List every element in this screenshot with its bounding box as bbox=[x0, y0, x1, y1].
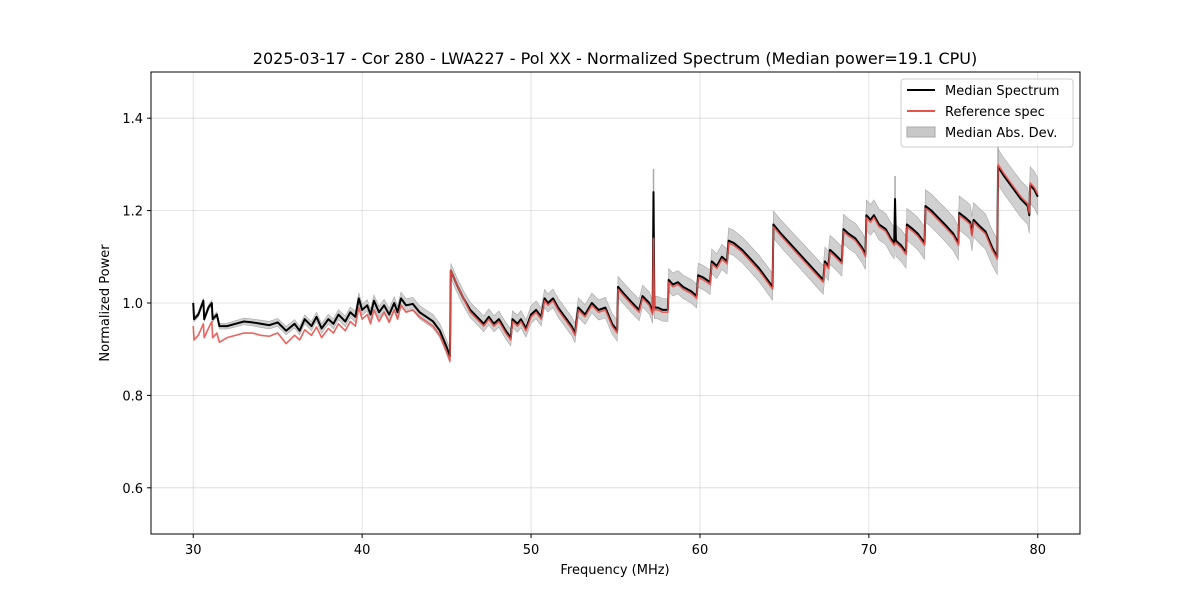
mad-band bbox=[192, 147, 1039, 364]
legend-box bbox=[900, 78, 1074, 148]
x-tick-label: 40 bbox=[354, 543, 371, 558]
legend: Median Spectrum Reference spec Median Ab… bbox=[900, 78, 1074, 148]
y-tick-label: 1.2 bbox=[122, 205, 143, 220]
y-tick-label: 1.4 bbox=[122, 112, 143, 127]
y-tick-label: 0.6 bbox=[122, 482, 143, 497]
y-tick-label: 1.0 bbox=[122, 297, 143, 312]
chart-title: 2025-03-17 - Cor 280 - LWA227 - Pol XX -… bbox=[253, 49, 977, 68]
x-tick-label: 60 bbox=[692, 543, 709, 558]
legend-reference-label: Reference spec bbox=[945, 105, 1045, 120]
x-tick-label: 50 bbox=[523, 543, 540, 558]
x-tick-label: 70 bbox=[861, 543, 878, 558]
y-axis-ticks: 0.6 0.8 1.0 1.2 1.4 bbox=[122, 112, 151, 497]
reference-spec-line bbox=[192, 163, 1039, 362]
legend-mad-swatch bbox=[906, 126, 936, 138]
x-axis-ticks: 30 40 50 60 70 80 bbox=[185, 534, 1046, 558]
y-axis-label: Normalized Power bbox=[98, 244, 113, 362]
series-layer bbox=[192, 163, 1039, 362]
y-tick-label: 0.8 bbox=[122, 389, 143, 404]
legend-mad-label: Median Abs. Dev. bbox=[945, 126, 1057, 141]
x-axis-label: Frequency (MHz) bbox=[560, 563, 669, 578]
x-tick-label: 30 bbox=[185, 543, 202, 558]
x-tick-label: 80 bbox=[1029, 543, 1046, 558]
legend-median-label: Median Spectrum bbox=[945, 84, 1059, 99]
